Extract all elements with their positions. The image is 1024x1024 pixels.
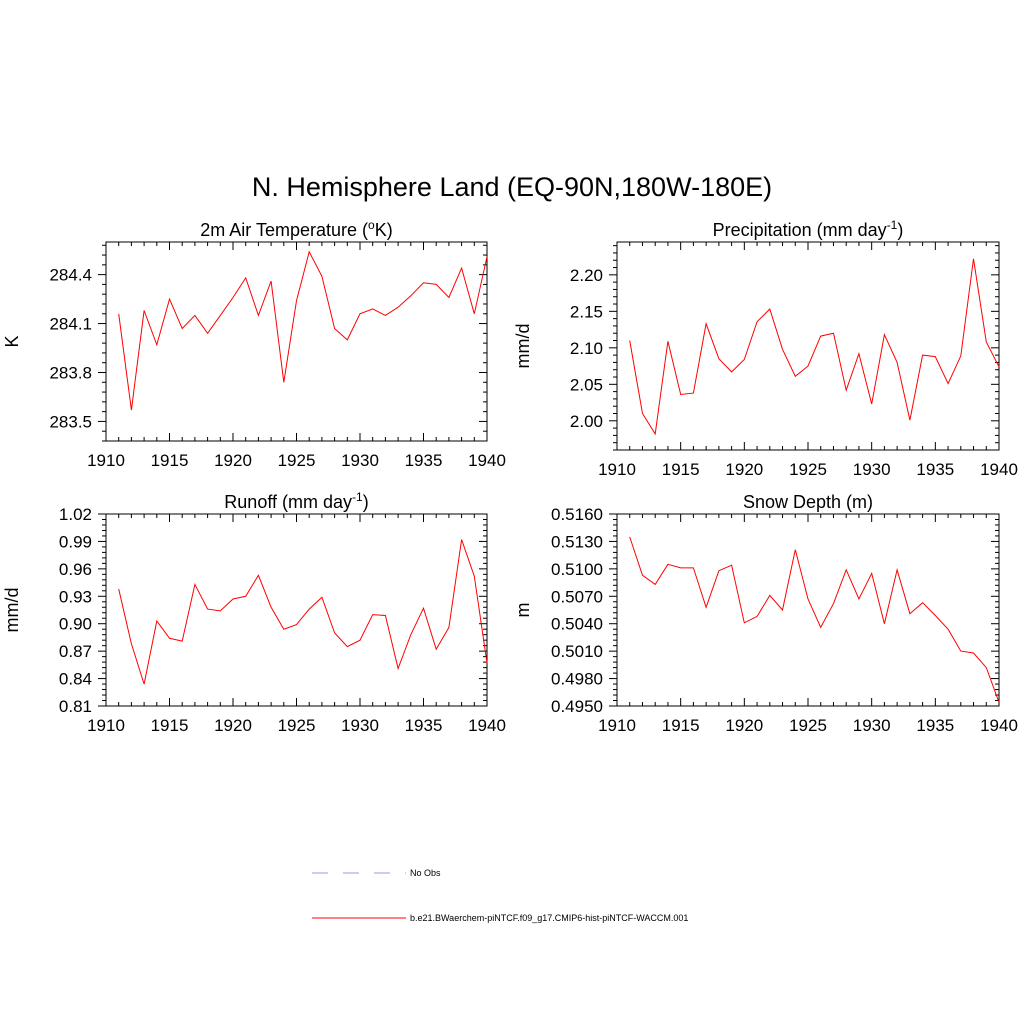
y-axis-label: mm/d [2,588,22,633]
panel-title: 2m Air Temperature (oK) [200,218,392,240]
y-tick-label: 1.02 [59,505,92,524]
x-tick-label: 1925 [789,716,827,735]
series-line [118,250,488,411]
y-tick-label: 0.87 [59,642,92,661]
y-tick-label: 2.00 [570,412,603,431]
y-tick-label: 0.5070 [551,587,603,606]
x-tick-label: 1920 [214,716,252,735]
y-tick-label: 0.5010 [551,642,603,661]
panel-title-text: Runoff (mm day [224,492,352,512]
chart-panel-1: 2m Air Temperature (oK) K 1910 1915 1920 1925… [2,218,506,470]
x-tick-label: 1915 [662,460,700,479]
y-tick-label: 0.4980 [551,670,603,689]
panel-title-text-after: K) [375,220,393,240]
x-tick-label: 1940 [980,716,1018,735]
panel-title: Snow Depth (m) [743,492,873,512]
panel-title: Runoff (mm day-1) [224,490,368,512]
x-tick-label: 1910 [87,451,125,470]
y-tick-label: 0.5100 [551,560,603,579]
y-tick-label: 0.4950 [551,697,603,716]
x-tick-label: 1925 [789,460,827,479]
x-tick-label: 1935 [916,716,954,735]
x-tick-label: 1910 [87,716,125,735]
x-tick-label: 1915 [151,716,189,735]
x-tick-label: 1930 [853,716,891,735]
plot-frame [105,513,488,707]
chart-panel-2: Precipitation (mm day-1) mm/d 1910 1915 1920… [513,218,1018,479]
x-tick-label: 1940 [468,451,506,470]
y-tick-label: 284.4 [49,266,92,285]
panel-title-text: Precipitation (mm day [713,220,887,240]
series-line [629,536,1000,703]
chart-panel-4: Snow Depth (m) m 1910 1915 1920 1925 1930 1935 1… [513,492,1018,735]
y-tick-label: 0.99 [59,532,92,551]
main-title: N. Hemisphere Land (EQ-90N,180W-180E) [252,172,772,202]
legend-label: No Obs [410,868,441,878]
x-tick-label: 1920 [725,716,763,735]
x-tick-label: 1910 [598,716,636,735]
x-tick-label: 1930 [341,716,379,735]
x-tick-label: 1930 [341,451,379,470]
y-tick-label: 0.90 [59,615,92,634]
plot-frame [105,241,488,442]
panel-title: Precipitation (mm day-1) [713,218,904,240]
series-line [118,539,488,685]
legend: No Obs b.e21.BWaerchem-piNTCF.f09_g17.CMI… [312,868,688,923]
y-tick-label: 0.5130 [551,532,603,551]
x-tick-label: 1925 [278,451,316,470]
panel-title-text: 2m Air Temperature ( [200,220,368,240]
y-tick-label: 0.84 [59,670,92,689]
legend-entry-1: No Obs [312,868,441,878]
y-tick-label: 0.96 [59,560,92,579]
y-tick-label: 0.5160 [551,505,603,524]
y-tick-label: 2.10 [570,339,603,358]
x-tick-label: 1910 [598,460,636,479]
panel-title-superscript: -1 [887,218,898,232]
y-tick-label: 0.81 [59,697,92,716]
panel-title-superscript: -1 [352,490,363,504]
y-tick-label: 283.5 [49,412,92,431]
x-tick-label: 1915 [662,716,700,735]
x-tick-label: 1940 [980,460,1018,479]
plot-frame [616,513,1000,707]
panel-title-superscript: o [368,218,375,232]
y-tick-label: 283.8 [49,363,92,382]
legend-label: b.e21.BWaerchem-piNTCF.f09_g17.CMIP6-his… [410,913,688,923]
x-tick-label: 1935 [916,460,954,479]
x-tick-label: 1925 [278,716,316,735]
x-tick-label: 1915 [151,451,189,470]
y-tick-label: 2.05 [570,375,603,394]
x-tick-label: 1930 [853,460,891,479]
x-tick-label: 1935 [405,451,443,470]
x-tick-label: 1920 [214,451,252,470]
y-axis-label: K [2,335,22,347]
panel-title-text-after: ) [897,220,903,240]
plot-frame [616,241,1000,451]
y-tick-label: 2.15 [570,302,603,321]
chart-panel-3: Runoff (mm day-1) mm/d 1910 1915 1920 1925 193… [2,490,506,735]
x-tick-label: 1935 [405,716,443,735]
panel-title-text-after: ) [363,492,369,512]
y-axis-label: m [513,603,533,618]
x-tick-label: 1920 [725,460,763,479]
x-tick-label: 1940 [468,716,506,735]
legend-entry-2: b.e21.BWaerchem-piNTCF.f09_g17.CMIP6-his… [312,913,688,923]
y-tick-label: 0.93 [59,587,92,606]
chart-panels: 2m Air Temperature (oK) K 1910 1915 1920 1925… [2,218,1018,735]
y-tick-label: 284.1 [49,315,92,334]
series-line [629,258,1000,436]
panel-title-text: Snow Depth (m) [743,492,873,512]
y-tick-label: 0.5040 [551,615,603,634]
y-tick-label: 2.20 [570,266,603,285]
y-axis-label: mm/d [513,324,533,369]
